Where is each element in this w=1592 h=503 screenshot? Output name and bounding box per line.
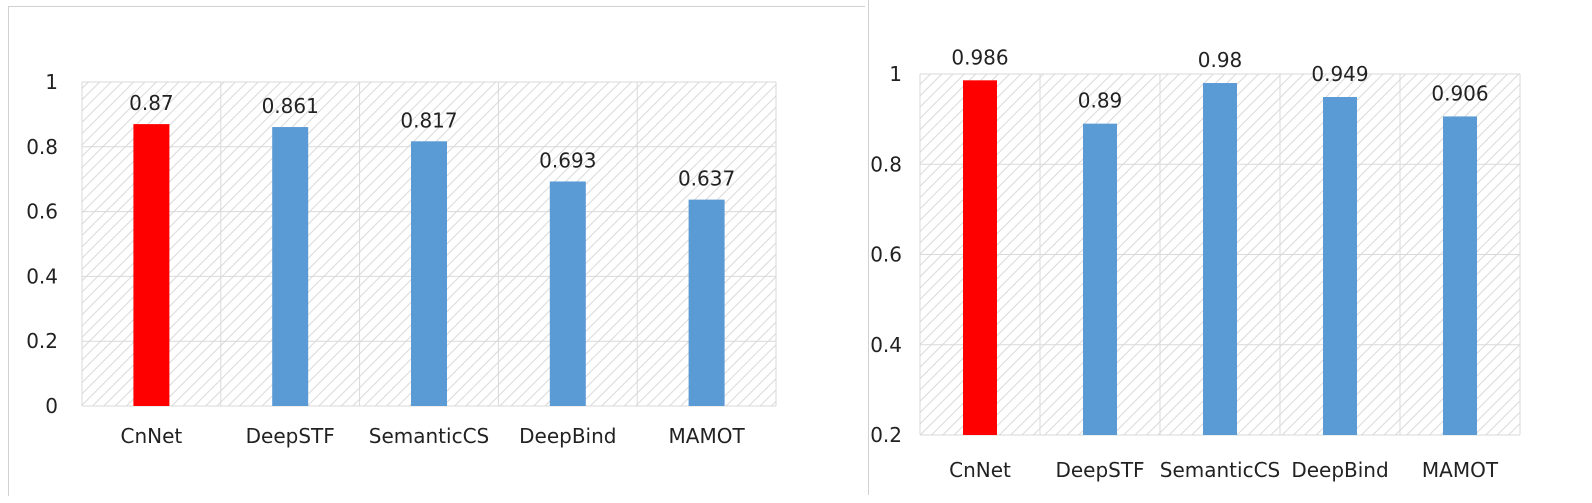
value-label: 0.89 xyxy=(1078,89,1123,113)
category-label: SemanticCS xyxy=(1160,458,1280,482)
y-tick-label: 0.2 xyxy=(26,329,58,353)
category-label: DeepSTF xyxy=(1055,458,1144,482)
panel-border-left xyxy=(8,6,9,496)
bar-deepbind xyxy=(549,181,586,406)
bar-deepstf xyxy=(272,127,309,406)
value-label: 0.861 xyxy=(262,94,319,118)
chart-panel-left: 0 0.2 0.4 0.6 0.8 1 0.87 CnNet 0.861 DeepSTF 0.817… xyxy=(8,6,865,496)
y-tick-label: 1 xyxy=(889,62,902,86)
panel-border-left xyxy=(868,0,869,495)
value-label: 0.693 xyxy=(539,148,596,172)
bar-chart-left: 0 0.2 0.4 0.6 0.8 1 0.87 CnNet 0.861 DeepSTF 0.817… xyxy=(26,70,777,448)
value-label: 0.949 xyxy=(1311,62,1368,86)
bar-semanticcs xyxy=(411,141,447,407)
value-label: 0.98 xyxy=(1198,48,1243,72)
y-tick-label: 0.4 xyxy=(26,264,58,288)
panel-border-top xyxy=(8,6,865,7)
value-label: 0.87 xyxy=(129,91,174,115)
category-label: MAMOT xyxy=(669,424,746,448)
y-tick-label: 0.8 xyxy=(26,135,58,159)
value-label: 0.986 xyxy=(951,45,1008,69)
bar-semanticcs xyxy=(1203,83,1237,436)
value-label: 0.637 xyxy=(678,167,735,191)
category-label: DeepSTF xyxy=(246,424,335,448)
value-label: 0.906 xyxy=(1431,81,1488,105)
y-tick-label: 0 xyxy=(45,394,58,418)
bar-mamot xyxy=(688,199,725,406)
bar-cnnet xyxy=(963,80,997,435)
category-label: SemanticCS xyxy=(369,424,489,448)
category-label: MAMOT xyxy=(1422,458,1499,482)
y-tick-label: 0.8 xyxy=(870,152,902,176)
bar-cnnet xyxy=(133,124,170,407)
y-tick-label: 0.6 xyxy=(26,200,58,224)
category-label: CnNet xyxy=(121,424,183,448)
y-tick-label: 1 xyxy=(45,70,58,94)
y-tick-label: 0.2 xyxy=(870,423,902,447)
category-label: DeepBind xyxy=(1291,458,1388,482)
y-tick-label: 0.4 xyxy=(870,333,902,357)
category-label: DeepBind xyxy=(519,424,616,448)
y-tick-label: 0.6 xyxy=(870,243,902,267)
bar-chart-right: 0.2 0.4 0.6 0.8 1 0.986 CnNet 0.89 DeepSTF 0.98 Se… xyxy=(870,45,1521,482)
bar-deepbind xyxy=(1323,97,1357,436)
category-label: CnNet xyxy=(949,458,1011,482)
bar-mamot xyxy=(1443,116,1477,435)
value-label: 0.817 xyxy=(400,108,457,132)
bar-deepstf xyxy=(1083,123,1117,435)
chart-panel-right: 0.2 0.4 0.6 0.8 1 0.986 CnNet 0.89 DeepSTF 0.98 Se… xyxy=(868,0,1592,503)
